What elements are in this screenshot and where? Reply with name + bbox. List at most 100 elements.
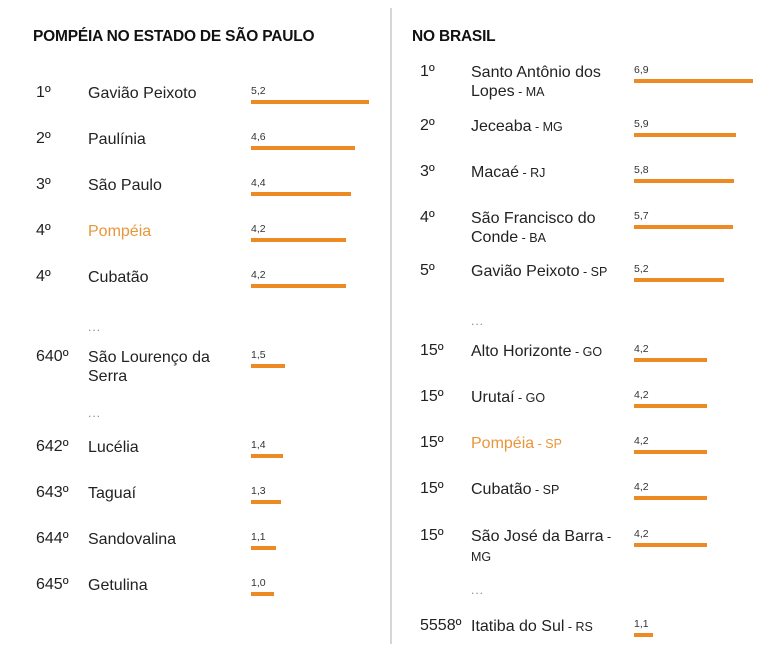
value-label: 1,1 bbox=[251, 531, 266, 543]
value-bar bbox=[251, 284, 346, 288]
municipality-label: Cubatão bbox=[471, 481, 532, 498]
municipality-label: Urutaí bbox=[471, 389, 515, 406]
value-bar bbox=[634, 450, 707, 454]
rank-label: 4º bbox=[36, 268, 51, 285]
municipality-name: São Lourenço da Serra bbox=[88, 348, 248, 386]
value-label: 4,2 bbox=[634, 343, 649, 355]
rank-label: 15º bbox=[420, 388, 444, 405]
value-bar bbox=[634, 278, 724, 282]
municipality-label: São José da Barra bbox=[471, 528, 604, 545]
state-abbreviation: - BA bbox=[518, 231, 546, 245]
rank-label: 15º bbox=[420, 434, 444, 451]
municipality-label: Cubatão bbox=[88, 269, 149, 286]
municipality-name: Cubatão - SP bbox=[471, 480, 634, 500]
rank-label: 1º bbox=[36, 84, 51, 101]
municipality-name: Paulínia bbox=[88, 130, 248, 149]
value-label: 1,0 bbox=[251, 577, 266, 589]
municipality-label: Jeceaba bbox=[471, 118, 532, 135]
value-label: 4,6 bbox=[251, 131, 266, 143]
value-label: 4,2 bbox=[634, 528, 649, 540]
rank-label: 5558º bbox=[420, 617, 462, 634]
value-bar bbox=[634, 404, 707, 408]
rank-label: 2º bbox=[420, 117, 435, 134]
value-bar bbox=[251, 592, 274, 596]
municipality-name: São José da Barra - MG bbox=[471, 527, 634, 567]
state-abbreviation: - RJ bbox=[519, 166, 546, 180]
value-label: 5,7 bbox=[634, 210, 649, 222]
ellipsis: ... bbox=[471, 314, 485, 328]
value-bar bbox=[251, 500, 281, 504]
state-abbreviation: - SP bbox=[579, 265, 608, 279]
value-label: 5,2 bbox=[634, 263, 649, 275]
value-bar bbox=[634, 496, 707, 500]
value-bar bbox=[634, 133, 736, 137]
value-label: 1,4 bbox=[251, 439, 266, 451]
value-bar bbox=[251, 364, 285, 368]
state-abbreviation: - MG bbox=[471, 530, 612, 564]
municipality-label: São Lourenço da Serra bbox=[88, 349, 210, 385]
value-bar bbox=[251, 238, 346, 242]
value-label: 5,8 bbox=[634, 164, 649, 176]
value-bar bbox=[251, 100, 369, 104]
value-label: 5,9 bbox=[634, 118, 649, 130]
municipality-name: Macaé - RJ bbox=[471, 163, 634, 183]
municipality-label: Alto Horizonte bbox=[471, 343, 572, 360]
rank-label: 640º bbox=[36, 348, 69, 365]
municipality-label: Pompéia bbox=[471, 435, 535, 452]
municipality-label: Taguaí bbox=[88, 485, 137, 502]
state-abbreviation: - MA bbox=[514, 85, 545, 99]
value-bar bbox=[634, 225, 733, 229]
municipality-label: Getulina bbox=[88, 577, 148, 594]
state-abbreviation: - SP bbox=[531, 483, 560, 497]
municipality-name: Jeceaba - MG bbox=[471, 117, 634, 137]
municipality-label: Macaé bbox=[471, 164, 520, 181]
rank-label: 1º bbox=[420, 63, 435, 80]
value-bar bbox=[634, 79, 753, 83]
value-bar bbox=[634, 358, 707, 362]
rank-label: 15º bbox=[420, 342, 444, 359]
rank-label: 643º bbox=[36, 484, 69, 501]
sao-paulo-ranking-title: POMPÉIA NO ESTADO DE SÃO PAULO bbox=[33, 28, 315, 45]
municipality-name: Itatiba do Sul - RS bbox=[471, 617, 634, 637]
rank-label: 645º bbox=[36, 576, 69, 593]
value-label: 1,5 bbox=[251, 349, 266, 361]
municipality-name: Cubatão bbox=[88, 268, 248, 287]
municipality-label: Gavião Peixoto bbox=[88, 85, 197, 102]
value-label: 4,2 bbox=[634, 481, 649, 493]
value-label: 4,2 bbox=[251, 223, 266, 235]
value-label: 4,2 bbox=[634, 435, 649, 447]
municipality-name: Lucélia bbox=[88, 438, 248, 457]
value-label: 1,1 bbox=[634, 618, 649, 630]
value-label: 1,3 bbox=[251, 485, 266, 497]
value-bar bbox=[251, 546, 276, 550]
municipality-name: Gavião Peixoto bbox=[88, 84, 248, 103]
state-abbreviation: - MG bbox=[531, 120, 563, 134]
rank-label: 15º bbox=[420, 480, 444, 497]
municipality-name: Pompéia - SP bbox=[471, 434, 634, 454]
value-label: 5,2 bbox=[251, 85, 266, 97]
value-label: 4,2 bbox=[634, 389, 649, 401]
municipality-name: São Paulo bbox=[88, 176, 248, 195]
municipality-name: Alto Horizonte - GO bbox=[471, 342, 634, 362]
municipality-name: Santo Antônio dos Lopes - MA bbox=[471, 63, 634, 102]
value-bar bbox=[634, 179, 734, 183]
value-bar bbox=[251, 192, 351, 196]
state-abbreviation: - RS bbox=[564, 620, 593, 634]
rank-label: 2º bbox=[36, 130, 51, 147]
municipality-name: Pompéia bbox=[88, 222, 248, 241]
rank-label: 15º bbox=[420, 527, 444, 544]
municipality-name: Gavião Peixoto - SP bbox=[471, 262, 634, 282]
municipality-label: Gavião Peixoto bbox=[471, 263, 580, 280]
state-abbreviation: - GO bbox=[514, 391, 546, 405]
rank-label: 642º bbox=[36, 438, 69, 455]
municipality-label: Lucélia bbox=[88, 439, 139, 456]
municipality-label: São Paulo bbox=[88, 177, 162, 194]
value-label: 4,2 bbox=[251, 269, 266, 281]
municipality-label: Paulínia bbox=[88, 131, 146, 148]
municipality-name: Taguaí bbox=[88, 484, 248, 503]
municipality-name: Urutaí - GO bbox=[471, 388, 634, 408]
rank-label: 3º bbox=[36, 176, 51, 193]
rank-label: 3º bbox=[420, 163, 435, 180]
value-bar bbox=[634, 633, 653, 637]
brasil-ranking-title: NO BRASIL bbox=[412, 28, 496, 45]
